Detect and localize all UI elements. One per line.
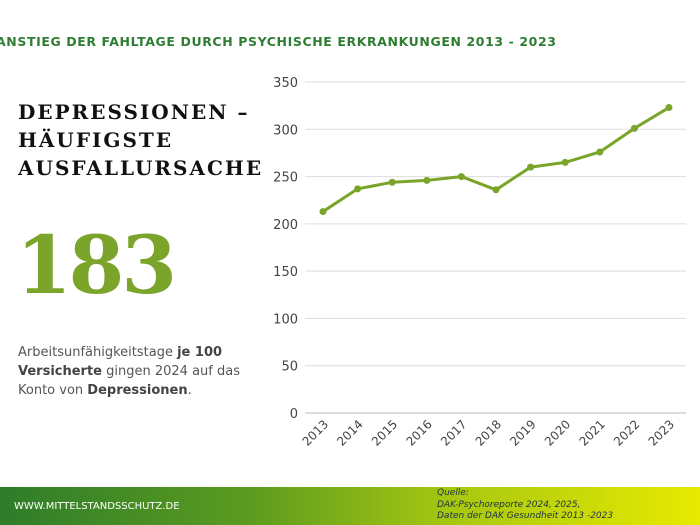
y-tick-label: 100 <box>273 312 298 327</box>
desc-text: gingen 2024 auf das Konto von <box>18 364 240 398</box>
data-point <box>388 178 396 186</box>
data-point <box>596 148 604 156</box>
headline-line: DEPRESSIONEN – <box>18 100 250 124</box>
y-tick-label: 0 <box>290 407 298 422</box>
desc-bold: je 100 Versicherte <box>18 345 223 379</box>
x-tick-label: 2023 <box>646 417 677 448</box>
y-tick-label: 300 <box>273 123 298 138</box>
website-link[interactable]: WWW.MITTELSTANDSSCHUTZ.DE <box>14 501 180 512</box>
data-point <box>527 163 535 171</box>
data-point <box>492 186 500 194</box>
desc-text: . <box>187 383 192 398</box>
source-label: Quelle: <box>437 488 469 498</box>
data-point <box>630 124 638 132</box>
x-tick-label: 2022 <box>611 417 642 448</box>
chart-title: ANSTIEG DER FAHLTAGE DURCH PSYCHISCHE ER… <box>0 34 557 49</box>
x-tick-label: 2013 <box>300 417 331 448</box>
source-line: Daten der DAK Gesundheit 2013 -2023 <box>437 511 614 521</box>
headline-line: AUSFALLURSACHE <box>18 156 264 180</box>
data-point <box>423 176 431 184</box>
data-point <box>561 158 569 166</box>
series-line <box>322 106 670 213</box>
x-tick-label: 2016 <box>403 417 434 448</box>
y-tick-label: 150 <box>273 265 298 280</box>
desc-bold: Depressionen <box>87 383 188 398</box>
x-tick-label: 2020 <box>542 417 573 448</box>
data-point <box>319 208 327 216</box>
source-note: Quelle: DAK-Psychoreporte 2024, 2025, Da… <box>437 488 613 523</box>
footer: WWW.MITTELSTANDSSCHUTZ.DE Quelle: DAK-Ps… <box>0 487 700 525</box>
description: Arbeitsunfähigkeitstage je 100 Versicher… <box>18 343 268 400</box>
x-tick-label: 2021 <box>576 417 607 448</box>
x-tick-label: 2014 <box>334 417 365 448</box>
y-tick-label: 50 <box>281 360 298 375</box>
data-point <box>354 185 362 193</box>
data-point <box>457 173 465 181</box>
y-tick-label: 200 <box>273 218 298 233</box>
desc-text: Arbeitsunfähigkeitstage <box>18 345 178 360</box>
x-tick-label: 2018 <box>473 417 504 448</box>
data-point <box>665 104 673 112</box>
y-tick-label: 350 <box>273 76 298 91</box>
x-tick-label: 2017 <box>438 417 469 448</box>
headline: DEPRESSIONEN – HÄUFIGSTE AUSFALLURSACHE <box>18 98 263 182</box>
x-tick-label: 2019 <box>507 417 538 448</box>
big-number: 183 <box>16 218 177 312</box>
headline-line: HÄUFIGSTE <box>18 128 174 152</box>
source-line: DAK-Psychoreporte 2024, 2025, <box>437 499 581 510</box>
x-tick-label: 2015 <box>369 417 400 448</box>
y-tick-label: 250 <box>273 171 298 186</box>
